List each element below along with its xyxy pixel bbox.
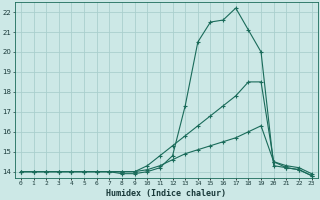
- X-axis label: Humidex (Indice chaleur): Humidex (Indice chaleur): [106, 189, 226, 198]
